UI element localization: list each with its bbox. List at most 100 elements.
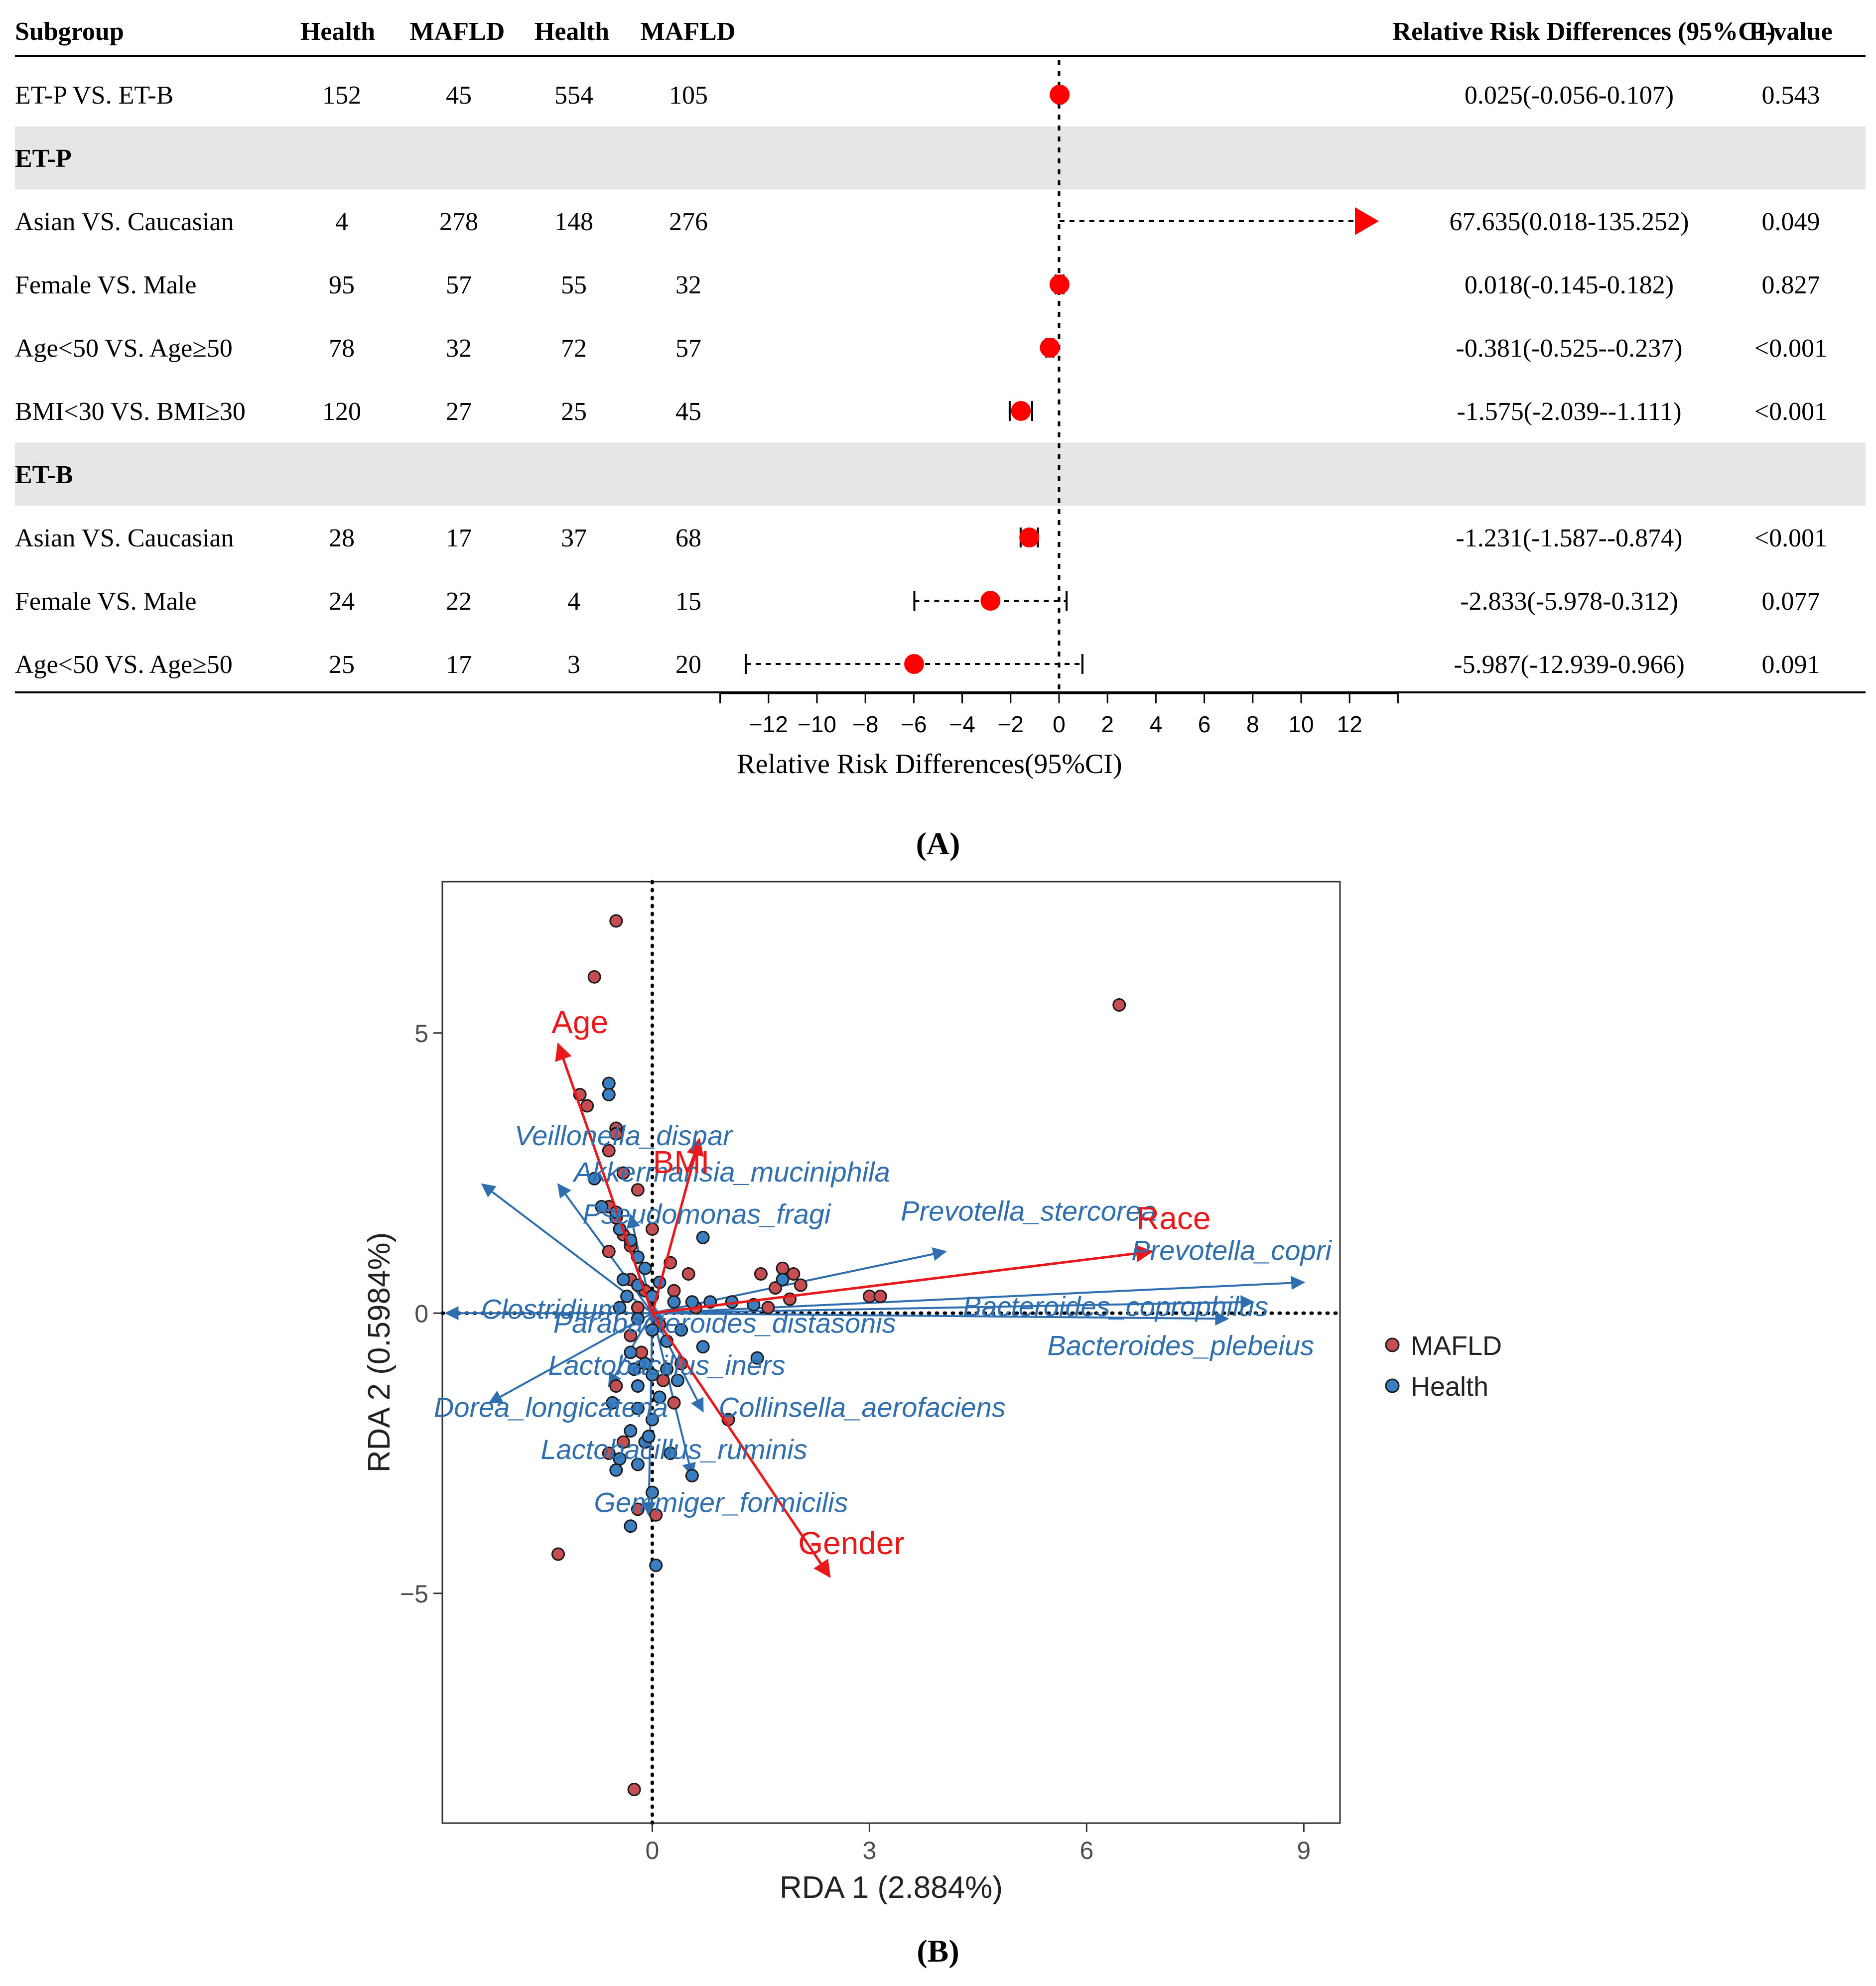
species-label: Lactobacillus_ruminis [540, 1434, 807, 1465]
species-arrow [652, 1276, 1306, 1315]
legend-swatch [1385, 1337, 1400, 1352]
point-mafld [624, 1328, 638, 1342]
rda-plot-frame [441, 881, 1341, 1824]
row-pvalue: 0.091 [1762, 651, 1820, 679]
point-mafld [787, 1267, 801, 1281]
group-label: ET-P [15, 144, 72, 173]
x-axis-a-tick-label: 8 [1246, 711, 1259, 737]
x-axis-a-tick-label: −4 [949, 711, 975, 737]
point-health [638, 1261, 652, 1275]
species-label: Prevotella_stercorea [901, 1195, 1157, 1227]
row-subgroup-label: Asian VS. Caucasian [15, 524, 234, 552]
header-health-1: Health [300, 17, 375, 46]
row-health-1: 152 [322, 81, 361, 110]
point-health [645, 1368, 659, 1382]
point-health [667, 1295, 681, 1309]
row-health-2: 4 [567, 587, 580, 616]
env-label: Race [1136, 1200, 1210, 1236]
row-subgroup-label: BMI<30 VS. BMI≥30 [15, 397, 246, 426]
y-axis-b-tick-label: 5 [414, 1020, 428, 1048]
point-mafld [667, 1396, 681, 1410]
row-health-2: 37 [561, 524, 587, 552]
row-health-2: 25 [561, 397, 587, 426]
row-pvalue: <0.001 [1754, 397, 1827, 426]
point-mafld [631, 1183, 645, 1197]
point-mafld [776, 1261, 790, 1275]
x-axis-b-tick-label: 3 [862, 1837, 876, 1864]
x-axis-a-tick-label: −8 [852, 711, 878, 737]
row-pvalue: 0.827 [1762, 271, 1820, 299]
point-health [624, 1345, 638, 1359]
point-mafld [768, 1281, 782, 1295]
legend: MAFLD Health [1385, 1331, 1502, 1402]
row-ci-text: -5.987(-12.939-0.966) [1454, 651, 1685, 679]
row-mafld-1: 27 [446, 397, 472, 426]
species-labels: Veillonella_dispar Akkermansia_muciniphil… [434, 1120, 1332, 1518]
env-label: Gender [798, 1525, 904, 1561]
table-header: Subgroup Health MAFLD Health MAFLD Relat… [15, 17, 1833, 46]
point-health [631, 1379, 645, 1393]
point-mafld [761, 1301, 775, 1315]
point-health [624, 1424, 638, 1438]
table-row: Female VS. Male 24 22 4 15 -2.833(-5.978-0.31… [15, 587, 1820, 616]
y-axis-b-tick-label: 0 [414, 1300, 428, 1327]
x-axis-a-tick-label: 6 [1198, 711, 1211, 737]
row-subgroup-label: Age<50 VS. Age≥50 [15, 334, 233, 363]
point-health [645, 1323, 659, 1337]
x-axis-a-tick-label: −10 [798, 711, 836, 737]
point-mafld [627, 1783, 641, 1796]
point-health [674, 1323, 688, 1337]
row-health-2: 55 [561, 271, 587, 299]
row-mafld-1: 45 [446, 81, 472, 110]
species-label: Clostridium [481, 1294, 621, 1325]
point-estimate [1050, 85, 1070, 105]
point-mafld [681, 1267, 695, 1281]
point-mafld [587, 970, 601, 984]
row-mafld-2: 57 [675, 334, 701, 363]
point-health [696, 1230, 710, 1244]
point-health [670, 1373, 684, 1387]
point-health [649, 1559, 663, 1572]
point-mafld [631, 1502, 645, 1516]
species-label: Veillonella_dispar [515, 1120, 733, 1151]
env-arrow [651, 1312, 831, 1578]
legend-item: Health [1385, 1372, 1488, 1402]
point-health [627, 1362, 641, 1376]
point-health [631, 1457, 645, 1471]
point-estimate [1019, 528, 1040, 547]
y-axis-b-tick-label: −5 [400, 1580, 428, 1608]
point-estimate [980, 591, 1001, 611]
offscale-arrow-marker [1355, 207, 1379, 235]
species-label: Prevotella_copri [1131, 1234, 1332, 1266]
table-row: ET-P VS. ET-B 152 45 554 105 0.025(-0.056-0.1… [15, 81, 1820, 110]
species-label: Collinsella_aerofaciens [719, 1391, 1006, 1423]
environment-labels: Age BMI Race Gender [551, 1004, 1210, 1561]
row-mafld-1: 17 [446, 524, 472, 552]
point-mafld [1112, 998, 1126, 1012]
species-arrow [652, 1312, 1229, 1326]
x-axis-b-tick-label: 0 [646, 1837, 660, 1864]
row-mafld-2: 32 [675, 271, 701, 299]
row-ci-text: -1.575(-2.039--1.111) [1457, 397, 1681, 426]
panel-a-label: (A) [916, 826, 960, 861]
species-arrow [651, 1313, 696, 1477]
x-axis-b-tick-label: 6 [1079, 1837, 1093, 1864]
legend-label: MAFLD [1411, 1331, 1502, 1361]
point-health [750, 1351, 764, 1365]
header-mafld-1: MAFLD [410, 17, 505, 46]
point-estimate [1011, 401, 1031, 421]
point-health [631, 1402, 645, 1415]
row-health-1: 95 [329, 271, 355, 299]
x-axis-a: −12 −10 −8 −6 −4 −2 0 2 4 6 8 10 12 [719, 692, 1399, 737]
row-subgroup-label: Female VS. Male [15, 271, 196, 299]
row-ci-text: 0.025(-0.056-0.107) [1465, 81, 1674, 110]
row-subgroup-label: Age<50 VS. Age≥50 [15, 651, 233, 679]
point-mafld [602, 1144, 616, 1158]
row-health-2: 148 [554, 208, 593, 236]
x-axis-a-tick-label: 0 [1053, 711, 1066, 737]
group-band [15, 442, 1866, 506]
point-health [602, 1076, 616, 1090]
row-health-1: 78 [329, 334, 355, 363]
